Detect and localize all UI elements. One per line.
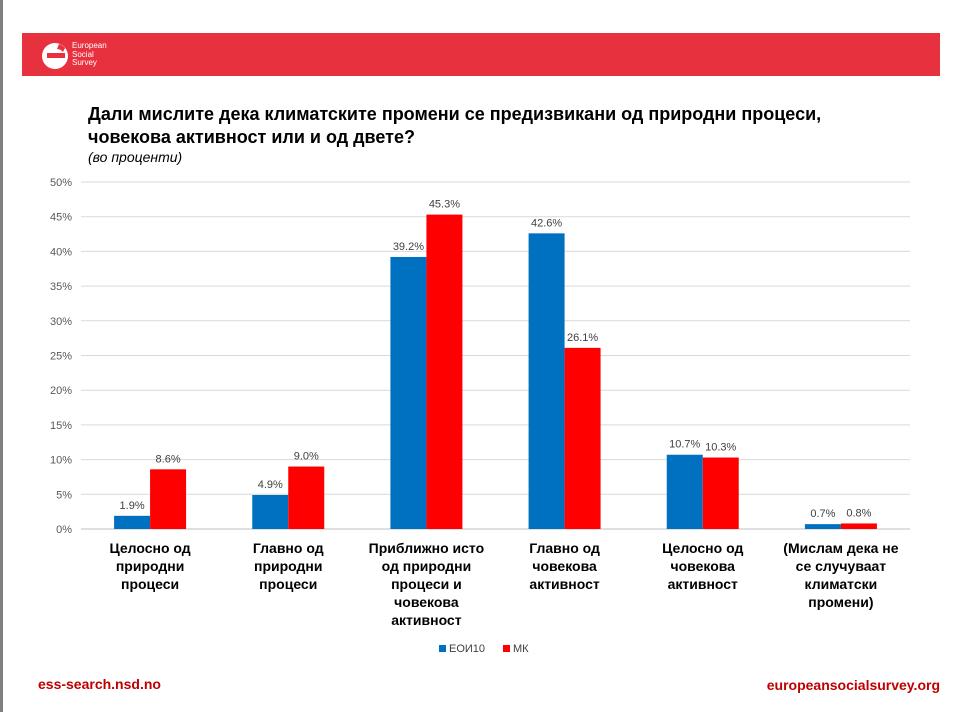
data-label: 10.7% — [669, 439, 700, 451]
data-label: 39.2% — [393, 241, 424, 253]
data-label: 42.6% — [531, 217, 562, 229]
legend-label: ЕОИ10 — [449, 643, 485, 655]
bar — [564, 347, 601, 529]
y-tick-label: 40% — [50, 246, 72, 258]
data-label: 0.7% — [810, 508, 835, 520]
data-label: 45.3% — [429, 199, 460, 211]
bar — [288, 466, 325, 529]
bar — [150, 469, 187, 529]
data-label: 9.0% — [294, 451, 319, 463]
bar — [804, 524, 841, 529]
data-label: 26.1% — [567, 332, 598, 344]
y-tick-label: 10% — [50, 455, 72, 467]
y-tick-label: 15% — [50, 420, 72, 432]
bar — [252, 494, 289, 529]
chart-subtitle: (во проценти) — [88, 149, 183, 165]
legend-label: МК — [513, 643, 529, 655]
logo-line: Survey — [72, 58, 97, 67]
legend-swatch — [503, 645, 510, 652]
footer-link-right[interactable]: europeansocialsurvey.org — [766, 677, 940, 693]
category-label: Приближно исто од природни процеси и човеко… — [369, 540, 484, 628]
y-tick-label: 25% — [50, 351, 72, 363]
y-tick-label: 45% — [50, 212, 72, 224]
header-band — [22, 33, 940, 76]
y-tick-label: 5% — [56, 489, 72, 501]
category-label: Главно од човекова активност — [529, 540, 600, 592]
bar — [528, 233, 565, 529]
legend-swatch — [439, 645, 446, 652]
data-label: 4.9% — [258, 479, 283, 491]
data-label: 8.6% — [156, 453, 181, 465]
y-tick-label: 0% — [56, 524, 72, 536]
frame-border — [0, 0, 3, 712]
ess-logo-icon — [42, 43, 68, 69]
y-tick-label: 35% — [50, 281, 72, 293]
category-label: (Мислам дека не се случуваат климатски пром… — [783, 540, 898, 610]
data-label: 10.3% — [705, 442, 736, 454]
bar — [114, 515, 151, 529]
logo-line: Social — [72, 49, 94, 59]
bar — [702, 457, 739, 529]
logo-line: European — [72, 41, 107, 50]
bar — [666, 454, 703, 529]
y-tick-label: 30% — [50, 316, 72, 328]
category-label: Главно од природни процеси — [253, 540, 324, 592]
chart-title: Дали мислите дека климатските промени се… — [88, 104, 822, 147]
y-tick-label: 20% — [50, 385, 72, 397]
data-label: 1.9% — [120, 500, 145, 512]
y-tick-label: 50% — [50, 177, 72, 189]
footer-link-left[interactable]: ess-search.nsd.no — [38, 676, 161, 692]
bar — [426, 214, 463, 530]
data-label: 0.8% — [846, 507, 871, 519]
category-label: Целосно од човекова активност — [662, 540, 743, 592]
logo-text: European Social Survey — [72, 41, 107, 68]
bar — [840, 523, 877, 529]
bar — [390, 256, 427, 529]
category-label: Целосно од природни процеси — [109, 540, 190, 592]
